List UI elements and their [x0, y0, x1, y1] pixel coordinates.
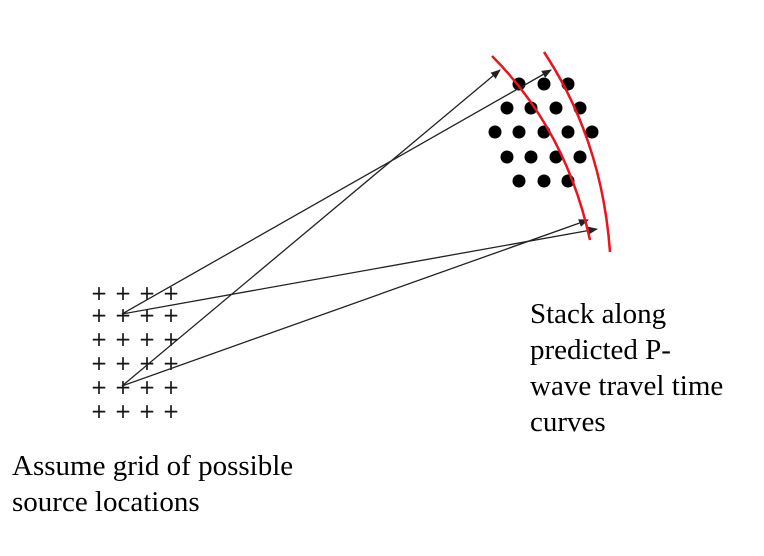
station-dot [549, 150, 563, 164]
station-dot [585, 125, 599, 139]
station-dot [573, 150, 587, 164]
grid-point-marker: + [163, 303, 180, 327]
grid-point-marker: + [115, 281, 132, 305]
grid-point-marker: + [91, 281, 108, 305]
station-dot [500, 150, 514, 164]
grid-point-marker: + [163, 281, 180, 305]
grid-point-marker: + [115, 327, 132, 351]
p-wave-travel-time-curve [542, 51, 612, 253]
grid-point-marker: + [115, 375, 132, 399]
grid-point-marker: + [115, 303, 132, 327]
station-dot [537, 77, 551, 91]
station-dot [524, 101, 538, 115]
source-grid-caption: Assume grid of possible source locations [12, 450, 294, 518]
ray-arrow [121, 219, 589, 387]
grid-point-marker: + [91, 399, 108, 423]
station-dot [512, 125, 526, 139]
grid-point-marker: + [163, 351, 180, 375]
station-array [488, 77, 599, 188]
station-dot [537, 174, 551, 188]
grid-point-marker: + [91, 303, 108, 327]
station-dot [488, 125, 502, 139]
ray-paths [121, 69, 598, 387]
grid-point-marker: + [139, 375, 156, 399]
grid-point-marker: + [139, 327, 156, 351]
grid-point-marker: + [163, 327, 180, 351]
grid-point-marker: + [91, 327, 108, 351]
ray-arrow [121, 226, 598, 315]
grid-point-marker: + [139, 351, 156, 375]
grid-point-marker: + [139, 399, 156, 423]
grid-point-marker: + [115, 351, 132, 375]
grid-point-marker: + [139, 281, 156, 305]
grid-point-marker: + [163, 399, 180, 423]
grid-point-marker: + [139, 303, 156, 327]
station-dot [512, 174, 526, 188]
grid-point-marker: + [91, 375, 108, 399]
station-dot [524, 150, 538, 164]
stacking-caption: Stack along predicted P- wave travel tim… [530, 298, 724, 438]
p-wave-travel-time-curve [491, 55, 592, 241]
ray-arrow [121, 69, 501, 387]
source-grid: + + + ++ + + ++ + + ++ + + ++ + + ++ + + + [91, 281, 180, 423]
station-dot [561, 125, 575, 139]
travel-time-curves [491, 51, 612, 253]
grid-point-marker: + [163, 375, 180, 399]
station-dot [549, 101, 563, 115]
grid-point-marker: + [91, 351, 108, 375]
station-dot [500, 101, 514, 115]
grid-point-marker: + [115, 399, 132, 423]
ray-arrow [121, 69, 552, 315]
